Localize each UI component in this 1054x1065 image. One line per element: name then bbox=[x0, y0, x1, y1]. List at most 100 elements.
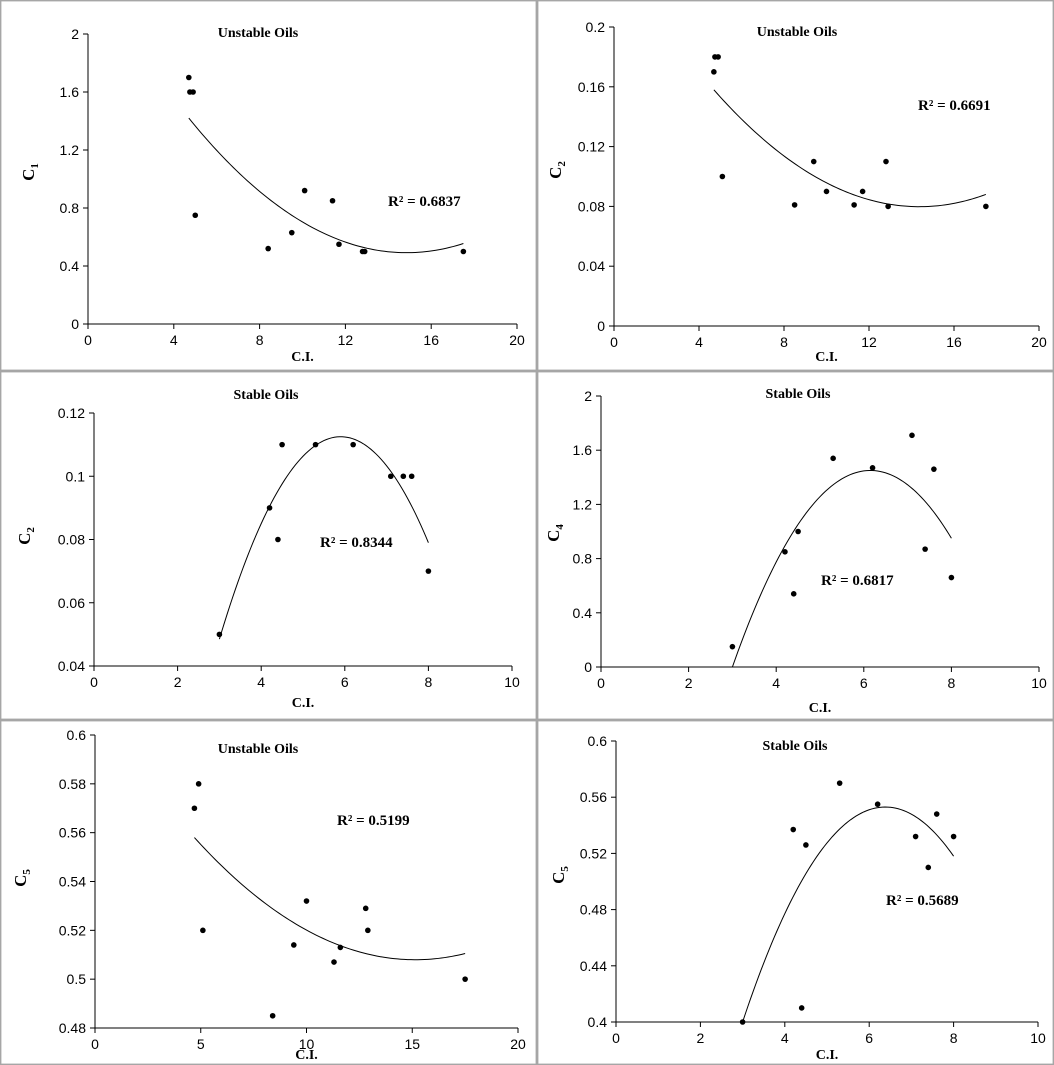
y-tick-label: 0.44 bbox=[580, 958, 607, 974]
r-squared-label: R² = 0.6691 bbox=[918, 98, 991, 114]
data-point bbox=[304, 898, 310, 904]
chart-title: Stable Oils bbox=[766, 387, 832, 402]
x-tick-label: 15 bbox=[404, 1036, 420, 1052]
y-tick-label: 0.04 bbox=[578, 258, 605, 274]
data-point bbox=[909, 432, 915, 438]
chart-svg-3: 0.04 0.06 0.08 0.1 0.12 0 2 4 6 8 10 Stable Oils C.I… bbox=[0, 371, 537, 720]
data-point bbox=[782, 549, 788, 555]
data-point bbox=[279, 442, 285, 448]
r-squared-label: R² = 0.6817 bbox=[821, 573, 894, 589]
chart-title: Stable Oils bbox=[234, 388, 300, 403]
x-tick-label: 16 bbox=[946, 334, 962, 350]
y-axis-label: C2 bbox=[15, 527, 37, 545]
y-tick-label: 0.5 bbox=[67, 971, 87, 987]
panel-border bbox=[1, 1, 537, 371]
data-point bbox=[461, 249, 467, 255]
y-tick-label: 0.4 bbox=[60, 258, 80, 274]
y-axis-label: C1 bbox=[19, 163, 41, 181]
data-point bbox=[186, 75, 192, 81]
data-point bbox=[811, 159, 817, 165]
y-axis-label-main: C bbox=[15, 533, 34, 545]
y-tick-label: 0.8 bbox=[60, 200, 80, 216]
y-tick-label: 1.6 bbox=[60, 84, 80, 100]
y-tick-label: 0.52 bbox=[580, 845, 607, 861]
r-squared-label: R² = 0.6837 bbox=[388, 194, 461, 210]
data-point bbox=[217, 632, 223, 638]
trendline bbox=[194, 838, 465, 960]
x-tick-label: 20 bbox=[510, 1036, 526, 1052]
data-point bbox=[192, 212, 198, 218]
y-tick-label: 0.8 bbox=[573, 551, 593, 567]
data-point bbox=[922, 546, 928, 552]
data-point bbox=[830, 456, 836, 462]
y-axis-label-subscript: 5 bbox=[559, 866, 571, 872]
y-axis-label-subscript: 2 bbox=[25, 527, 37, 533]
data-point bbox=[362, 249, 368, 255]
data-point bbox=[291, 942, 297, 948]
y-axis-label-main: C bbox=[11, 875, 30, 887]
data-point bbox=[934, 811, 940, 817]
x-tick-label: 12 bbox=[338, 332, 354, 348]
x-tick-label: 0 bbox=[597, 675, 605, 691]
x-tick-label: 6 bbox=[341, 674, 349, 690]
data-point bbox=[740, 1019, 746, 1025]
data-point bbox=[803, 842, 809, 848]
data-point bbox=[275, 537, 281, 543]
y-tick-label: 0.1 bbox=[66, 468, 86, 484]
x-axis-label: C.I. bbox=[809, 701, 832, 716]
y-axis-label-main: C bbox=[544, 530, 563, 542]
data-point bbox=[270, 1013, 276, 1019]
x-tick-label: 4 bbox=[772, 675, 780, 691]
x-axis-label: C.I. bbox=[815, 350, 838, 365]
chart-panel-1: 0 0.4 0.8 1.2 1.6 2 0 4 8 12 16 20 Unstable Oils C.I.… bbox=[0, 0, 537, 371]
y-tick-label: 0.58 bbox=[59, 776, 86, 792]
y-tick-label: 0.12 bbox=[578, 139, 605, 155]
data-point bbox=[983, 204, 989, 210]
y-tick-label: 0.04 bbox=[58, 658, 85, 674]
data-point bbox=[931, 466, 937, 472]
y-axis-label-main: C bbox=[546, 167, 565, 179]
x-tick-label: 12 bbox=[861, 334, 877, 350]
y-axis-label-main: C bbox=[549, 872, 568, 884]
y-axis-label: C4 bbox=[544, 524, 566, 542]
y-axis-label-subscript: 5 bbox=[21, 869, 33, 875]
x-tick-label: 6 bbox=[860, 675, 868, 691]
data-point bbox=[791, 591, 797, 597]
panel-border bbox=[1, 721, 537, 1065]
x-tick-label: 0 bbox=[90, 674, 98, 690]
x-tick-label: 0 bbox=[84, 332, 92, 348]
chart-panel-6: 0.4 0.44 0.48 0.52 0.56 0.6 0 2 4 6 8 10 Stable Oils… bbox=[537, 720, 1054, 1065]
data-point bbox=[363, 906, 369, 912]
data-point bbox=[792, 202, 798, 208]
data-point bbox=[790, 827, 796, 833]
x-tick-label: 0 bbox=[612, 1030, 620, 1046]
x-tick-label: 10 bbox=[1031, 675, 1047, 691]
data-point bbox=[388, 473, 394, 479]
data-point bbox=[302, 188, 308, 194]
y-tick-label: 2 bbox=[71, 26, 79, 42]
x-tick-label: 8 bbox=[425, 674, 433, 690]
y-tick-label: 2 bbox=[584, 388, 592, 404]
x-tick-label: 6 bbox=[865, 1030, 873, 1046]
x-tick-label: 20 bbox=[509, 332, 525, 348]
trendline bbox=[732, 470, 951, 667]
y-tick-label: 0.56 bbox=[59, 825, 86, 841]
x-tick-label: 8 bbox=[950, 1030, 958, 1046]
data-point bbox=[267, 505, 273, 511]
data-point bbox=[336, 241, 342, 247]
data-point bbox=[200, 928, 206, 934]
y-tick-label: 1.2 bbox=[573, 496, 593, 512]
data-point bbox=[711, 69, 717, 75]
x-tick-label: 4 bbox=[781, 1030, 789, 1046]
chart-svg-2: 0 0.04 0.08 0.12 0.16 0.2 0 4 8 12 16 20 Unstable Oi… bbox=[537, 0, 1054, 371]
y-tick-label: 0.2 bbox=[586, 19, 606, 35]
data-point bbox=[338, 945, 344, 951]
x-tick-label: 20 bbox=[1031, 334, 1047, 350]
data-point bbox=[949, 575, 955, 581]
chart-title: Unstable Oils bbox=[218, 26, 299, 41]
chart-svg-5: 0.480.50.520.540.560.580.60 5 10 15 20Unstab… bbox=[0, 720, 537, 1065]
trendline bbox=[743, 807, 954, 1022]
data-point bbox=[851, 202, 857, 208]
data-point bbox=[720, 174, 726, 180]
